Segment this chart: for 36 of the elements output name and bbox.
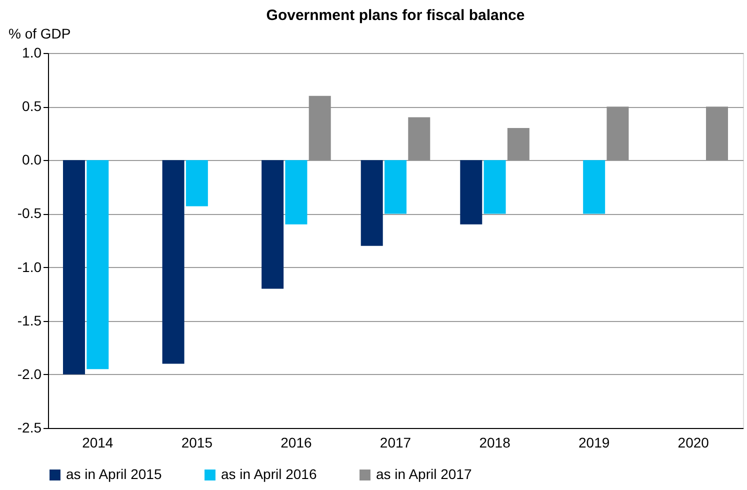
bar [162,160,184,364]
bar [262,160,284,289]
bar [186,160,208,206]
bar [384,160,406,214]
legend-label: as in April 2017 [376,466,472,482]
bar [484,160,506,214]
y-tick-label: -1.5 [17,312,42,328]
bar [308,96,331,160]
y-tick-label: 0.5 [22,98,42,114]
x-tick-label: 2016 [280,434,312,450]
bar [460,160,482,224]
x-tick-label: 2014 [82,434,114,450]
bar [285,160,308,224]
y-tick-label: 1.0 [22,44,42,60]
bar [63,160,86,374]
y-axis-title: % of GDP [8,26,71,42]
x-tick-label: 2015 [181,434,213,450]
bar [606,106,629,160]
bar [86,160,109,370]
bar [583,160,606,214]
y-tick-label: 0.0 [22,152,42,168]
chart-title: Government plans for fiscal balance [266,7,525,24]
bar [360,160,383,246]
legend-label: as in April 2016 [221,466,317,482]
bar [408,117,430,160]
x-tick-label: 2019 [578,434,610,450]
bar [507,128,530,160]
legend-label: as in April 2015 [66,466,162,482]
x-tick-label: 2020 [678,434,710,450]
bar [706,106,728,160]
y-tick-label: -2.5 [17,420,42,436]
x-tick-label: 2017 [380,434,412,450]
x-tick-label: 2018 [479,434,511,450]
y-tick-label: -2.0 [17,366,42,382]
y-tick-label: -1.0 [17,258,42,275]
y-tick-label: -0.5 [17,205,42,222]
